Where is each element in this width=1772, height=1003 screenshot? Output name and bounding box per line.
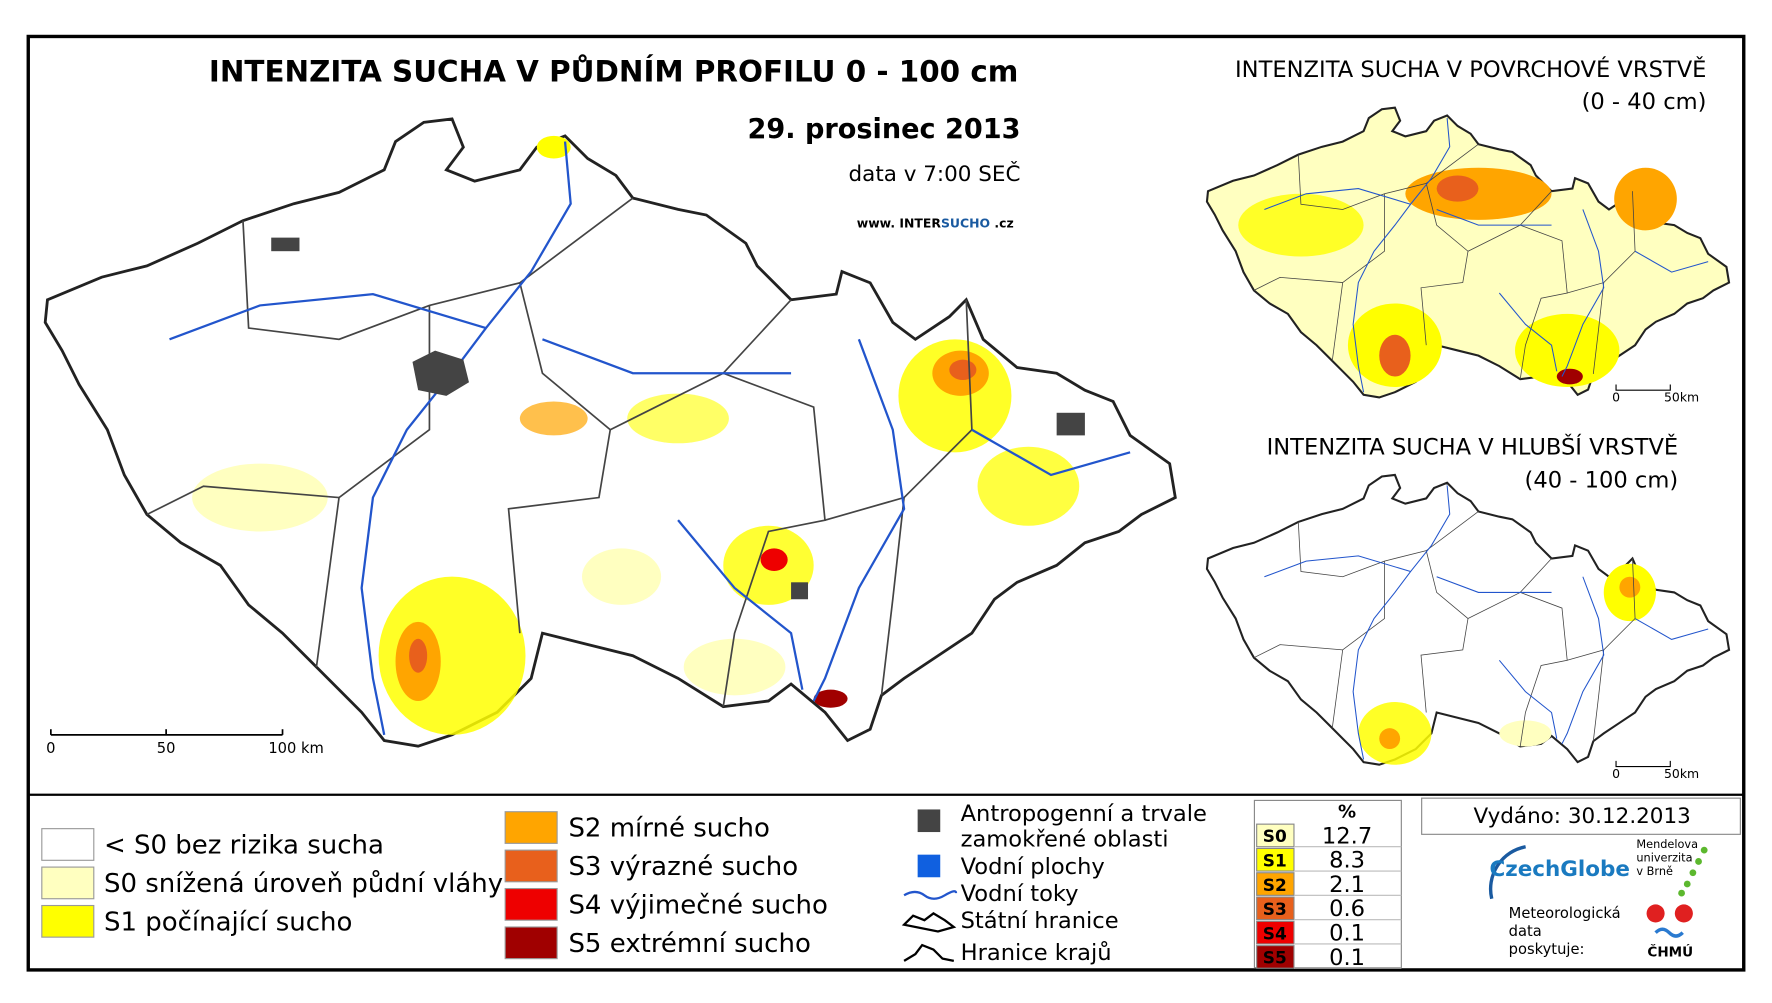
scale-label: 0 xyxy=(46,740,55,757)
table-code-cell xyxy=(1256,920,1295,945)
scale-label: 50km xyxy=(1664,766,1699,781)
main-date: 29. prosinec 2013 xyxy=(748,114,1021,145)
website-suffix: .cz xyxy=(994,215,1013,230)
legend-label: S1 počínající sucho xyxy=(104,907,352,937)
mendelu-text: Mendelova xyxy=(1636,838,1698,851)
inset-top-scale xyxy=(1615,384,1671,391)
table-value: 0.1 xyxy=(1329,921,1365,947)
legend-label: Státní hranice xyxy=(961,908,1119,934)
website-prefix: www. INTER xyxy=(857,215,942,230)
table-value: 12.7 xyxy=(1322,823,1372,849)
table-code-cell xyxy=(1256,896,1295,921)
table-code: S1 xyxy=(1263,851,1287,871)
legend-swatch xyxy=(504,926,558,960)
chmu-text: ČHMÚ xyxy=(1647,942,1693,960)
table-code-cell xyxy=(1256,945,1295,969)
provider-text: poskytuje: xyxy=(1509,941,1585,958)
issued-box xyxy=(1421,797,1741,835)
main-data-time: data v 7:00 SEČ xyxy=(849,161,1021,187)
scale-label: 100 km xyxy=(268,740,324,757)
table-value: 8.3 xyxy=(1329,848,1365,874)
legend-label: Hranice krajů xyxy=(961,939,1112,966)
inset-bottom-map xyxy=(1205,473,1731,766)
legend-swatch xyxy=(504,849,558,883)
mendelu-text: univerzita xyxy=(1636,851,1692,864)
region-border-symbol xyxy=(903,943,955,962)
legend-swatch xyxy=(41,904,95,938)
inset-top-title: INTENZITA SUCHA V POVRCHOVÉ VRSTVĚ xyxy=(1235,55,1706,83)
main-map xyxy=(43,117,1177,748)
scale-label: 0 xyxy=(1612,389,1620,404)
anthropogenic-symbol xyxy=(917,809,941,833)
main-title: INTENZITA SUCHA V PŮDNÍM PROFILU 0 - 100… xyxy=(209,53,1018,89)
table-code-cell xyxy=(1256,823,1295,848)
table-code: S0 xyxy=(1263,826,1287,846)
scale-label: 0 xyxy=(1612,766,1620,781)
table-header: % xyxy=(1338,801,1356,822)
table-code: S3 xyxy=(1263,899,1287,919)
legend-label: zamokřené oblasti xyxy=(961,827,1169,853)
website-brand: SUCHO xyxy=(941,215,990,230)
drought-areas xyxy=(192,135,1080,735)
website: www. INTERSUCHO .cz xyxy=(857,215,1014,230)
table-code: S4 xyxy=(1263,923,1287,943)
provider-text: data xyxy=(1509,923,1542,940)
legend-swatch xyxy=(41,866,95,900)
mendelu-dots xyxy=(1678,846,1708,897)
table-code: S5 xyxy=(1263,948,1287,968)
legend-label: Vodní plochy xyxy=(961,854,1105,880)
state-border-symbol xyxy=(901,912,957,933)
legend-swatch xyxy=(504,811,558,844)
czechglobe-swoosh xyxy=(1488,845,1526,900)
inset-bottom-scale xyxy=(1615,760,1671,768)
inset-bottom-subtitle: (40 - 100 cm) xyxy=(1525,467,1679,493)
issued: Vydáno: 30.12.2013 xyxy=(1473,804,1690,829)
scale-label: 50km xyxy=(1664,389,1699,404)
legend-label: Antropogenní a trvale xyxy=(961,801,1207,827)
legend-label: S5 extrémní sucho xyxy=(568,929,810,959)
legend-swatch xyxy=(504,887,558,921)
legend-label: < S0 bez rizika sucha xyxy=(104,831,384,861)
czechglobe-logo: CzechGlobe xyxy=(1489,857,1629,882)
river-symbol xyxy=(903,890,958,900)
inset-top-subtitle: (0 - 40 cm) xyxy=(1582,89,1707,115)
inset-top-map xyxy=(1205,106,1731,399)
table-value: 0.1 xyxy=(1329,945,1365,971)
table-code: S2 xyxy=(1263,875,1287,895)
chmu-logo xyxy=(1646,904,1693,938)
legend-swatch xyxy=(41,828,95,861)
legend-label: Vodní toky xyxy=(961,881,1079,907)
table-code-cell xyxy=(1256,847,1295,872)
table-value: 2.1 xyxy=(1329,872,1365,898)
water-symbol xyxy=(917,854,941,878)
mendelu-text: v Brně xyxy=(1636,865,1673,878)
provider-text: Meteorologická xyxy=(1509,905,1621,922)
legend-label: S4 výjimečné sucho xyxy=(568,890,827,920)
main-scale xyxy=(50,729,284,736)
table-code-cell xyxy=(1256,872,1295,896)
inset-bottom-title: INTENZITA SUCHA V HLUBŠÍ VRSTVĚ xyxy=(1267,433,1679,461)
scale-label: 50 xyxy=(157,740,176,757)
legend-label: S2 mírné sucho xyxy=(568,814,769,844)
table-value: 0.6 xyxy=(1329,896,1365,922)
legend-label: S0 snížená úroveň půdní vláhy xyxy=(104,869,503,899)
legend-label: S3 výrazné sucho xyxy=(568,852,798,882)
